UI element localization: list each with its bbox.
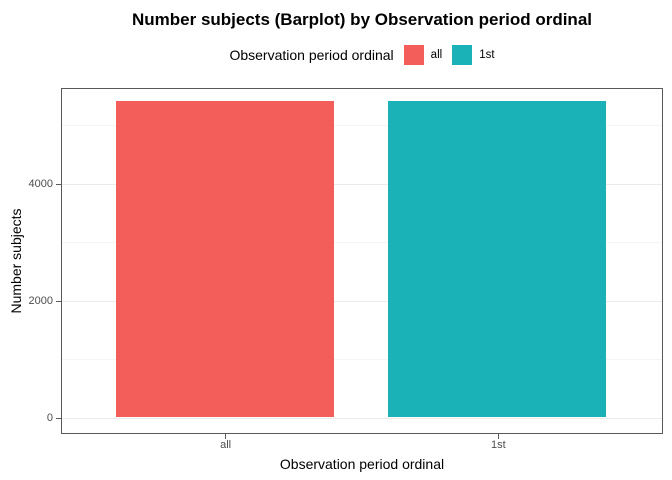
gridline-major (62, 300, 662, 302)
legend-label: 1st (479, 49, 495, 61)
x-tick-label: all (220, 439, 232, 451)
y-tick-mark (56, 184, 61, 186)
y-tick-label: 4000 (28, 178, 53, 191)
plot-title: Number subjects (Barplot) by Observation… (131, 10, 592, 29)
y-tick-mark (56, 301, 61, 303)
gridline-major (62, 183, 662, 185)
gridline-minor (62, 359, 662, 361)
x-tick-mark (497, 434, 499, 439)
legend-swatch-all (403, 45, 424, 65)
legend-label: all (430, 49, 443, 61)
x-tick-mark (225, 434, 227, 439)
gridline-major (62, 417, 662, 419)
y-tick-mark (56, 418, 61, 420)
bar-all (115, 101, 334, 418)
bar-1st (388, 101, 607, 418)
x-tick-label: 1st (491, 439, 506, 451)
legend-item-1st: 1st (452, 45, 495, 65)
plot-panel (61, 88, 663, 434)
gridline-minor (62, 125, 662, 127)
y-tick-label: 2000 (28, 295, 53, 308)
y-tick-label: 0 (46, 412, 53, 425)
x-axis-title: Observation period ordinal (279, 456, 445, 472)
legend-title: Observation period ordinal (229, 47, 394, 63)
gridline-minor (62, 242, 662, 244)
legend: Observation period ordinal all 1st (61, 43, 663, 67)
legend-item-all: all (403, 45, 443, 65)
legend-swatch-1st (452, 45, 473, 65)
